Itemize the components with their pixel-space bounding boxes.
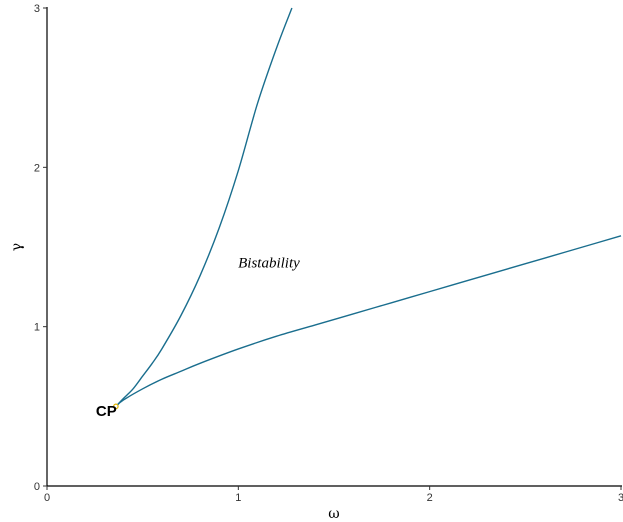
x-axis-title: ω — [328, 506, 339, 522]
y-tick-label: 0 — [34, 481, 40, 493]
x-tick-label: 2 — [427, 492, 433, 504]
y-tick-label: 3 — [34, 3, 40, 15]
plot-area: 0 1 2 3 0 1 2 3 ω γ Bistability CP — [9, 3, 623, 522]
y-axis-title: γ — [9, 243, 25, 251]
x-tick-label: 1 — [235, 492, 241, 504]
y-tick-label: 1 — [34, 322, 40, 334]
x-tick-label: 0 — [44, 492, 50, 504]
series-line-upper — [115, 7, 293, 407]
series-line-lower — [115, 235, 622, 407]
y-tick-label: 2 — [34, 162, 40, 174]
cusp-point — [113, 403, 119, 410]
bistability-label: Bistability — [238, 256, 300, 272]
x-tick-label: 3 — [618, 492, 623, 504]
cusp-point-label: CP — [96, 403, 117, 420]
